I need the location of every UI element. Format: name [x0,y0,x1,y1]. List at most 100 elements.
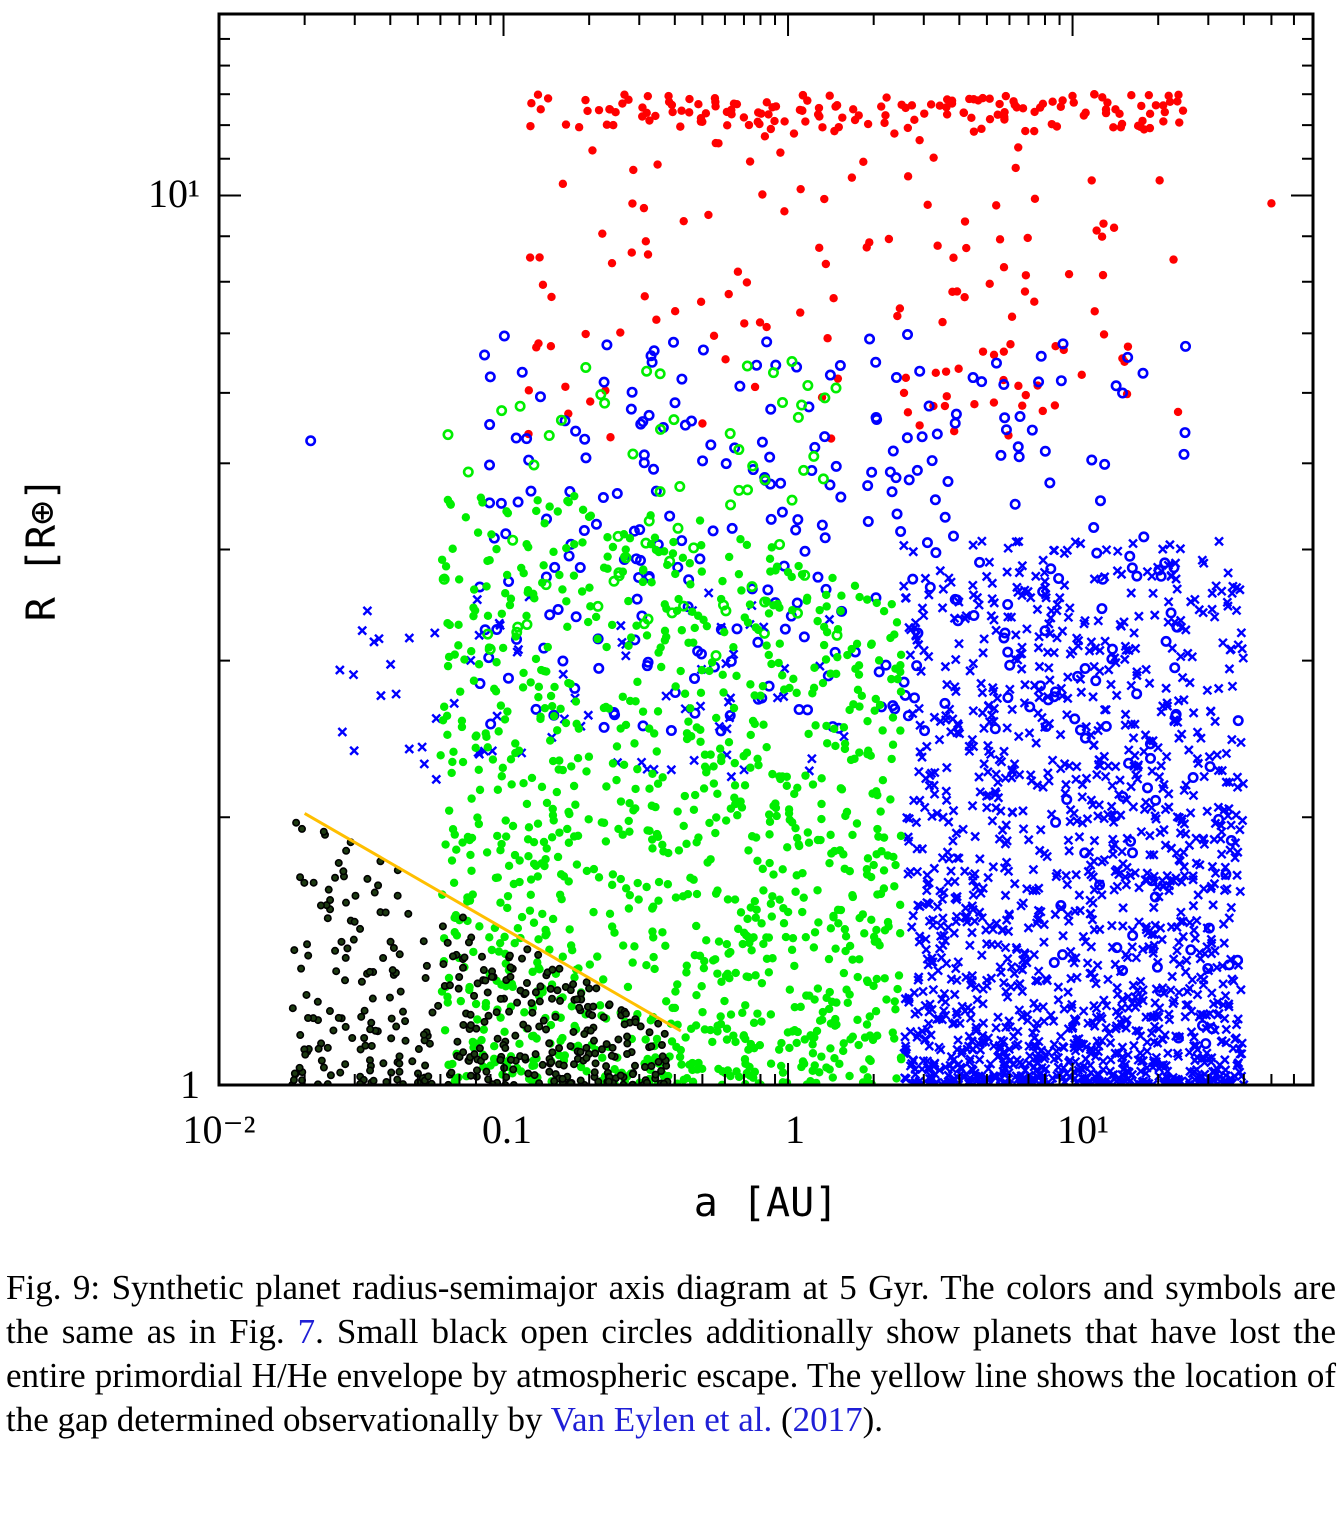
data-point-cross [1120,872,1131,882]
data-point-cross [1071,1034,1082,1045]
data-point-filled [508,821,518,831]
data-point-filled [853,685,863,695]
data-point-cross [1003,543,1014,554]
data-point-filled [852,819,862,828]
data-point-escaped [337,937,346,946]
data-point-open [746,581,758,593]
data-point-open [1145,752,1157,764]
citation-year-link[interactable]: 2017 [792,1400,863,1439]
data-point-cross [357,625,368,636]
data-point-filled [505,600,515,610]
data-point-filled [603,564,612,573]
data-point-cross [492,711,502,721]
data-point-filled [1092,226,1101,235]
data-point-cross [1179,785,1190,796]
data-point-cross [1218,979,1229,989]
data-point-filled [694,833,703,842]
data-point-open [1110,380,1122,392]
data-point-open [1225,835,1237,847]
data-point-cross [1086,637,1097,647]
data-point-filled [855,702,864,711]
data-point-cross [1026,776,1037,786]
data-point-filled [684,717,693,726]
data-point-filled [814,918,823,927]
figure-reference-link[interactable]: 7 [297,1312,316,1351]
data-point-open [512,496,524,508]
data-point-filled [708,1037,717,1047]
data-point-filled [652,315,661,324]
data-point-filled [848,105,858,114]
data-point-cross [953,957,964,967]
data-point-filled [541,931,550,940]
data-point-cross [964,1056,975,1067]
data-point-cross [431,774,442,785]
data-point-open [895,525,907,537]
data-point-filled [872,974,882,984]
data-point-cross [1063,1024,1074,1034]
data-point-filled [755,318,765,327]
data-point-filled [887,674,896,684]
data-point-cross [1173,696,1184,706]
data-point-filled [903,408,913,417]
data-point-filled [538,578,547,587]
data-point-filled [513,924,523,933]
data-point-filled [840,744,850,754]
data-point-filled [524,852,533,861]
data-point-filled [686,580,695,589]
data-point-filled [780,117,789,126]
data-point-cross [1042,691,1053,702]
data-point-open [697,455,709,467]
data-point-filled [853,1015,862,1025]
data-point-open [1160,635,1172,647]
data-point-filled [1097,232,1107,241]
data-point-cross [967,580,978,591]
data-point-filled [840,925,850,934]
data-point-cross [975,787,986,797]
data-point-cross [928,957,938,967]
data-point-cross [1094,1069,1104,1080]
data-point-filled [501,816,510,825]
data-point-cross [1097,1035,1107,1046]
data-point-filled [794,561,803,571]
data-point-filled [643,250,653,259]
data-point-cross [1052,868,1062,879]
data-point-cross [1179,870,1190,881]
data-point-open [1127,847,1139,859]
data-point-cross [1114,789,1124,800]
data-point-open [1155,570,1167,582]
data-point-filled [682,968,691,977]
data-point-open [777,397,789,409]
data-point-open [939,511,951,523]
data-point-filled [693,611,703,620]
data-point-open [873,666,885,678]
data-point-filled [845,705,854,715]
data-point-cross [1056,1031,1066,1042]
data-point-cross [1135,1048,1146,1058]
data-point-filled [448,544,457,553]
data-point-escaped [647,1042,656,1051]
data-point-filled [534,339,543,348]
data-point-filled [853,972,862,982]
data-point-open [799,545,811,557]
data-point-cross [1191,1040,1201,1051]
data-point-filled [541,855,550,864]
data-point-escaped [536,982,545,991]
data-point-cross [924,1006,935,1017]
data-point-cross [946,727,956,737]
data-point-filled [696,737,705,746]
data-point-cross [1049,545,1060,556]
data-point-filled [533,90,543,99]
data-point-cross [1025,592,1036,603]
data-point-open [593,662,605,674]
data-point-cross [1120,709,1131,720]
data-point-escaped [466,1071,475,1080]
data-point-open [999,627,1011,639]
data-point-filled [1030,297,1039,306]
citation-link[interactable]: Van Eylen et al. [550,1400,773,1439]
data-point-open [1178,448,1190,460]
data-point-filled [549,547,558,557]
data-point-filled [848,892,858,902]
data-point-cross [1187,651,1198,662]
data-point-filled [686,704,695,713]
data-point-open [599,397,611,409]
